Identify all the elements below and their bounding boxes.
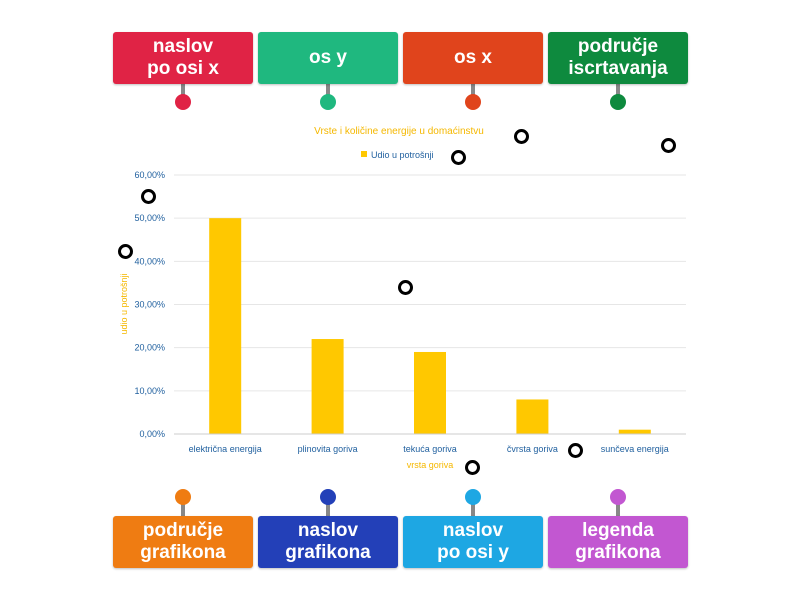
bottom-label-4[interactable]: legenda grafikona [548, 516, 688, 568]
drop-target-8[interactable] [465, 460, 480, 475]
bars [209, 218, 651, 434]
top-label-2[interactable]: os y [258, 32, 398, 84]
bottom-label-pin[interactable] [465, 489, 481, 505]
bottom-label-connector [616, 503, 620, 517]
top-label-3[interactable]: os x [403, 32, 543, 84]
bottom-label-connector [326, 503, 330, 517]
legend-swatch [361, 151, 367, 157]
x-axis-ticks: električna energija plinovita goriva tekuć… [189, 444, 669, 454]
y-tick-label: 10,00% [134, 386, 165, 396]
bar-2 [311, 339, 344, 434]
top-label-4[interactable]: područje iscrtavanja [548, 32, 688, 84]
legend-label: Udio u potrošnji [371, 150, 434, 160]
drop-target-2[interactable] [661, 138, 676, 153]
x-tick-label: električna energija [189, 444, 262, 454]
drop-target-7[interactable] [568, 443, 583, 458]
top-label-connector [471, 84, 475, 96]
x-tick-label: plinovita goriva [298, 444, 358, 454]
y-axis-ticks: 0,00% 10,00% 20,00% 30,00% 40,00% 50,00% 60,00… [134, 170, 165, 439]
top-label-pin[interactable] [320, 94, 336, 110]
bar-5 [618, 429, 651, 434]
bottom-label-pin[interactable] [320, 489, 336, 505]
drop-target-6[interactable] [398, 280, 413, 295]
drop-target-4[interactable] [141, 189, 156, 204]
bottom-label-pin[interactable] [610, 489, 626, 505]
bottom-label-pin[interactable] [175, 489, 191, 505]
top-label-1[interactable]: naslov po osi x [113, 32, 253, 84]
bottom-label-2[interactable]: naslov grafikona [258, 516, 398, 568]
y-tick-label: 40,00% [134, 256, 165, 266]
top-label-connector [616, 84, 620, 96]
bottom-label-3[interactable]: naslov po osi y [403, 516, 543, 568]
gridlines [174, 174, 686, 392]
top-label-pin[interactable] [175, 94, 191, 110]
bar-3 [414, 351, 446, 434]
bar-1 [209, 218, 242, 434]
y-tick-label: 60,00% [134, 170, 165, 180]
top-label-pin[interactable] [465, 94, 481, 110]
x-tick-label: tekuća goriva [403, 444, 457, 454]
top-label-pin[interactable] [610, 94, 626, 110]
y-axis-title: udio u potrošnji [119, 273, 129, 334]
bottom-label-connector [181, 503, 185, 517]
bar-4 [516, 399, 549, 434]
drop-target-1[interactable] [514, 129, 529, 144]
chart-title: Vrste i količine energije u domaćinstvu [314, 126, 484, 137]
y-tick-label: 50,00% [134, 213, 165, 223]
x-tick-label: čvrsta goriva [507, 444, 558, 454]
x-tick-label: sunčeva energija [601, 444, 669, 454]
y-tick-label: 0,00% [139, 429, 165, 439]
drop-target-5[interactable] [118, 244, 133, 259]
top-label-connector [326, 84, 330, 96]
y-tick-label: 20,00% [134, 343, 165, 353]
drop-target-3[interactable] [451, 150, 466, 165]
bottom-label-connector [471, 503, 475, 517]
bottom-label-1[interactable]: područje grafikona [113, 516, 253, 568]
y-tick-label: 30,00% [134, 300, 165, 310]
x-axis-title: vrsta goriva [407, 460, 454, 470]
top-label-connector [181, 84, 185, 96]
